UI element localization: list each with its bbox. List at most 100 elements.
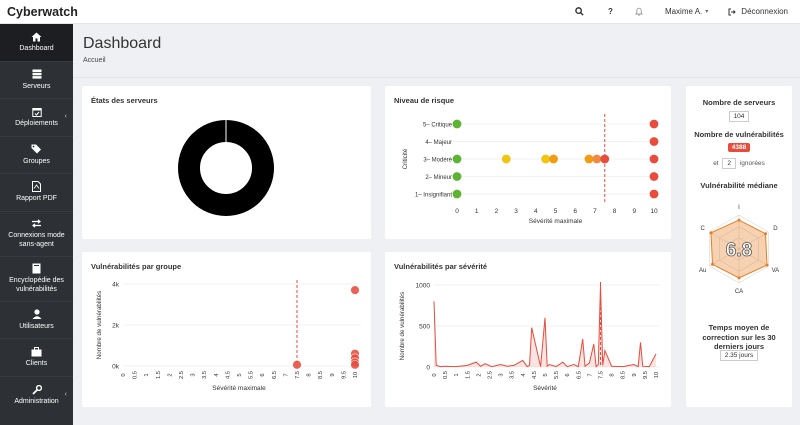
- sidebar-item-label: Dashboard: [19, 45, 54, 52]
- sidebar-item-rapport-pdf[interactable]: Rapport PDF: [0, 174, 73, 212]
- x-tick-label: 1.5: [156, 371, 162, 379]
- tags-icon: [31, 144, 42, 155]
- user-menu[interactable]: Maxime A. ▾: [653, 0, 720, 23]
- wrench-icon: [31, 384, 42, 395]
- x-tick-label: 9.5: [643, 371, 649, 379]
- radar-point: [765, 263, 769, 267]
- x-tick-label: 8: [307, 373, 313, 376]
- group-scatter-chart: 0k 2k 4k 0 0.5 1 1.5 2 2.5 3 3.5 4 4.5 5 5.5 6 6.5 7 7.5 8 8…: [96, 280, 361, 392]
- x-tick-label: 2.5: [179, 371, 185, 379]
- x-tick-label: 2: [167, 373, 173, 376]
- x-tick-label: 8: [613, 208, 617, 215]
- x-tick-label: 4: [521, 373, 527, 377]
- x-tick-label: 0: [121, 373, 127, 376]
- data-point: [541, 154, 551, 164]
- radar-point: [709, 231, 713, 235]
- panel-title: États des serveurs: [91, 96, 158, 105]
- x-tick-label: 1.5: [465, 371, 471, 379]
- data-point: [350, 285, 360, 295]
- sidebar-item-connexions[interactable]: Connexions mode sans-agent: [0, 212, 73, 257]
- y-axis-label: Criticité: [402, 148, 409, 169]
- sidebar-item-groupes[interactable]: Groupes: [0, 137, 73, 174]
- ignored-value[interactable]: 2: [722, 158, 737, 169]
- bell-icon[interactable]: [625, 0, 653, 23]
- x-tick-label: 9: [632, 373, 638, 376]
- sidebar-item-deploiements[interactable]: Déploiements ‹: [0, 99, 73, 137]
- sidebar-item-administration[interactable]: Administration ‹: [0, 377, 73, 415]
- data-point: [292, 360, 302, 370]
- sidebar-item-label: Déploiements: [15, 120, 58, 127]
- data-point: [452, 119, 462, 129]
- x-tick-label: 1: [454, 373, 460, 376]
- x-tick-label: 0.5: [133, 371, 139, 379]
- x-tick-label: 6.5: [272, 371, 278, 379]
- sidebar-item-serveurs[interactable]: Serveurs: [0, 62, 73, 99]
- y-tick-label: 0: [426, 364, 430, 371]
- y-tick-label: 500: [419, 323, 430, 330]
- y-tick-label: 2k: [112, 322, 120, 329]
- y-tick-label: 4k: [112, 281, 120, 288]
- x-tick-label: 2: [476, 373, 482, 376]
- data-point: [584, 154, 594, 164]
- sidebar-item-label: Connexions mode sans-agent: [8, 232, 65, 248]
- help-button[interactable]: ?: [608, 7, 613, 16]
- median-label: Vulnérabilité médiane: [700, 181, 778, 190]
- x-tick-label: 5: [554, 208, 558, 215]
- sidebar-item-utilisateurs[interactable]: Utilisateurs: [0, 302, 73, 339]
- home-icon: [31, 31, 42, 42]
- x-tick-label: 7.5: [295, 371, 301, 379]
- servers-count-label: Nombre de serveurs: [702, 98, 776, 107]
- sidebar: Dashboard Serveurs Déploiements ‹ Groupe…: [0, 24, 73, 425]
- x-tick-label: 3: [514, 208, 518, 215]
- radar-point: [737, 276, 741, 280]
- chevron-down-icon: ▾: [705, 9, 709, 15]
- category-label: 5– Critique: [423, 122, 453, 128]
- sidebar-item-label: Encyclopédie des vulnérabilités: [9, 277, 64, 293]
- radar-chart: I D VA CA Au C 6.8: [699, 205, 779, 295]
- sidebar-item-dashboard[interactable]: Dashboard: [0, 24, 73, 62]
- breadcrumb[interactable]: Accueil: [83, 57, 106, 64]
- category-label: 1– Insignifiant: [415, 192, 452, 198]
- radar-point: [710, 262, 714, 266]
- search-icon[interactable]: [563, 0, 596, 23]
- x-axis-label: Sévérité maximale: [529, 218, 583, 225]
- category-label: 2– Mineur: [425, 175, 452, 181]
- x-tick-label: 8.5: [621, 371, 627, 379]
- y-tick-label: 0k: [112, 363, 120, 370]
- vulns-count-value[interactable]: 4388: [727, 143, 751, 152]
- x-tick-label: 3.5: [202, 371, 208, 379]
- panel-vulns-severite: Vulnérabilités par sévérité 0 500 1000 0 0.5…: [385, 252, 671, 407]
- logout-button[interactable]: Déconnexion: [720, 0, 800, 23]
- sidebar-item-clients[interactable]: Clients: [0, 339, 73, 377]
- file-pdf-icon: [32, 181, 41, 192]
- panel-title: Niveau de risque: [394, 96, 455, 105]
- radar-axis: [709, 248, 740, 267]
- data-point: [649, 119, 659, 129]
- x-tick-label: 4: [534, 208, 538, 215]
- severity-area-chart: 0 500 1000 0 0.5 1 1.5 2 2.5 3 3.5 4 4.5 5 5.5 6 6.5 7 7.5…: [399, 282, 660, 392]
- x-tick-label: 5: [237, 373, 243, 376]
- top-bar: Cyberwatch ? Maxime A. ▾ Déconnexion: [0, 0, 800, 24]
- data-point: [501, 154, 511, 164]
- x-tick-label: 0: [455, 208, 459, 215]
- servers-count-row: 104: [686, 111, 792, 122]
- x-tick-label: 10: [353, 372, 359, 378]
- x-tick-label: 5.5: [554, 371, 560, 379]
- sidebar-item-label: Groupes: [23, 157, 50, 165]
- server-icon: [32, 69, 42, 80]
- x-tick-label: 4: [214, 373, 220, 377]
- x-tick-label: 6: [573, 208, 577, 215]
- exchange-icon: [31, 218, 42, 229]
- sidebar-item-encyclopedie[interactable]: Encyclopédie des vulnérabilités: [0, 257, 73, 302]
- app-title[interactable]: Cyberwatch: [7, 4, 78, 19]
- panel-etats-serveurs: États des serveurs: [82, 86, 371, 239]
- x-tick-label: 6: [260, 373, 266, 376]
- sidebar-item-label: Clients: [25, 360, 48, 367]
- category-label: 3– Modéré: [423, 157, 452, 163]
- data-point: [649, 137, 659, 146]
- x-tick-label: 4.5: [225, 371, 231, 379]
- data-point: [649, 154, 659, 164]
- vulns-count-row: 4388: [686, 143, 792, 152]
- sidebar-item-label: Rapport PDF: [16, 195, 57, 202]
- servers-count-value: 104: [728, 111, 750, 122]
